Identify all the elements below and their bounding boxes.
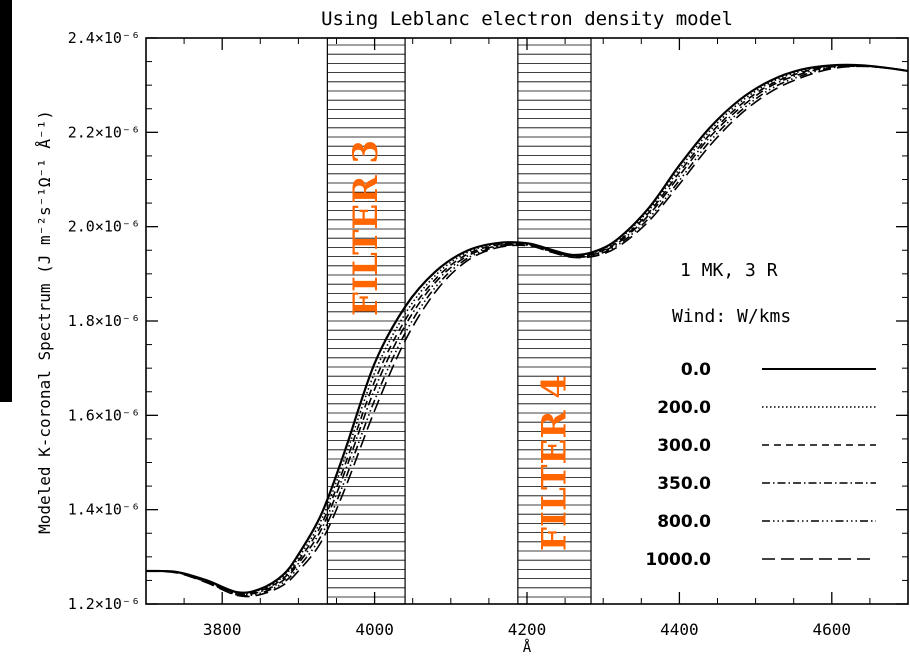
series-line-1000-0 [146, 65, 908, 598]
y-tick-label: 1.8×10⁻⁶ [68, 312, 140, 330]
chart-title: Using Leblanc electron density model [321, 8, 733, 30]
x-tick-label: 4000 [355, 620, 394, 639]
annotation-line-1: 1 MK, 3 R [680, 260, 778, 281]
series-lines [146, 63, 908, 598]
x-tick-label: 4200 [508, 620, 547, 639]
legend-label: 200.0 [657, 398, 711, 418]
series-line-300-0 [146, 64, 908, 595]
y-tick-label: 1.4×10⁻⁶ [68, 501, 140, 519]
legend-label: 1000.0 [645, 550, 711, 570]
y-axis-label: Modeled K-coronal Spectrum (J m⁻²s⁻¹Ω⁻¹ … [35, 110, 54, 534]
annotation: 1 MK, 3 R Wind: W/kms [672, 260, 791, 327]
series-line-800-0 [146, 65, 908, 597]
filter-band-label: FILTER 3 [346, 140, 386, 316]
legend-label: 800.0 [657, 512, 711, 532]
y-tick-labels: 1.2×10⁻⁶ 1.4×10⁻⁶ 1.6×10⁻⁶ 1.8×10⁻⁶ 2.0×10⁻⁶… [68, 29, 140, 613]
plot-frame [145, 37, 909, 605]
x-tick-label: 3800 [203, 620, 242, 639]
x-tick-label: 4600 [813, 620, 852, 639]
filter-band-4: FILTER 4 [517, 37, 592, 605]
legend: 0.0 200.0 300.0 350.0 800.0 1000.0 [645, 360, 876, 570]
x-tick-labels: 3800 4000 4200 4400 4600 [203, 620, 851, 639]
series-line-0-0 [146, 63, 908, 594]
x-tick-label: 4400 [660, 620, 699, 639]
filter-band-3: FILTER 3 [326, 37, 406, 605]
filter-band-hatching [327, 44, 406, 598]
x-axis-label: Å [523, 639, 532, 656]
legend-label: 350.0 [657, 474, 711, 494]
y-tick-label: 1.6×10⁻⁶ [68, 406, 140, 424]
y-tick-label: 2.4×10⁻⁶ [68, 29, 140, 47]
filter-band-label: FILTER 4 [534, 375, 574, 551]
filter-bands: FILTER 3 FILTER 4 [326, 37, 592, 605]
y-tick-label: 1.2×10⁻⁶ [68, 595, 140, 613]
filter-band-hatching [517, 44, 592, 598]
annotation-line-2: Wind: W/kms [672, 306, 791, 327]
y-tick-label: 2.0×10⁻⁶ [68, 218, 140, 236]
legend-label: 0.0 [681, 360, 711, 380]
left-edge-strip [0, 0, 12, 402]
legend-label: 300.0 [657, 436, 711, 456]
axis-ticks [145, 37, 909, 605]
y-tick-label: 2.2×10⁻⁶ [68, 123, 140, 141]
